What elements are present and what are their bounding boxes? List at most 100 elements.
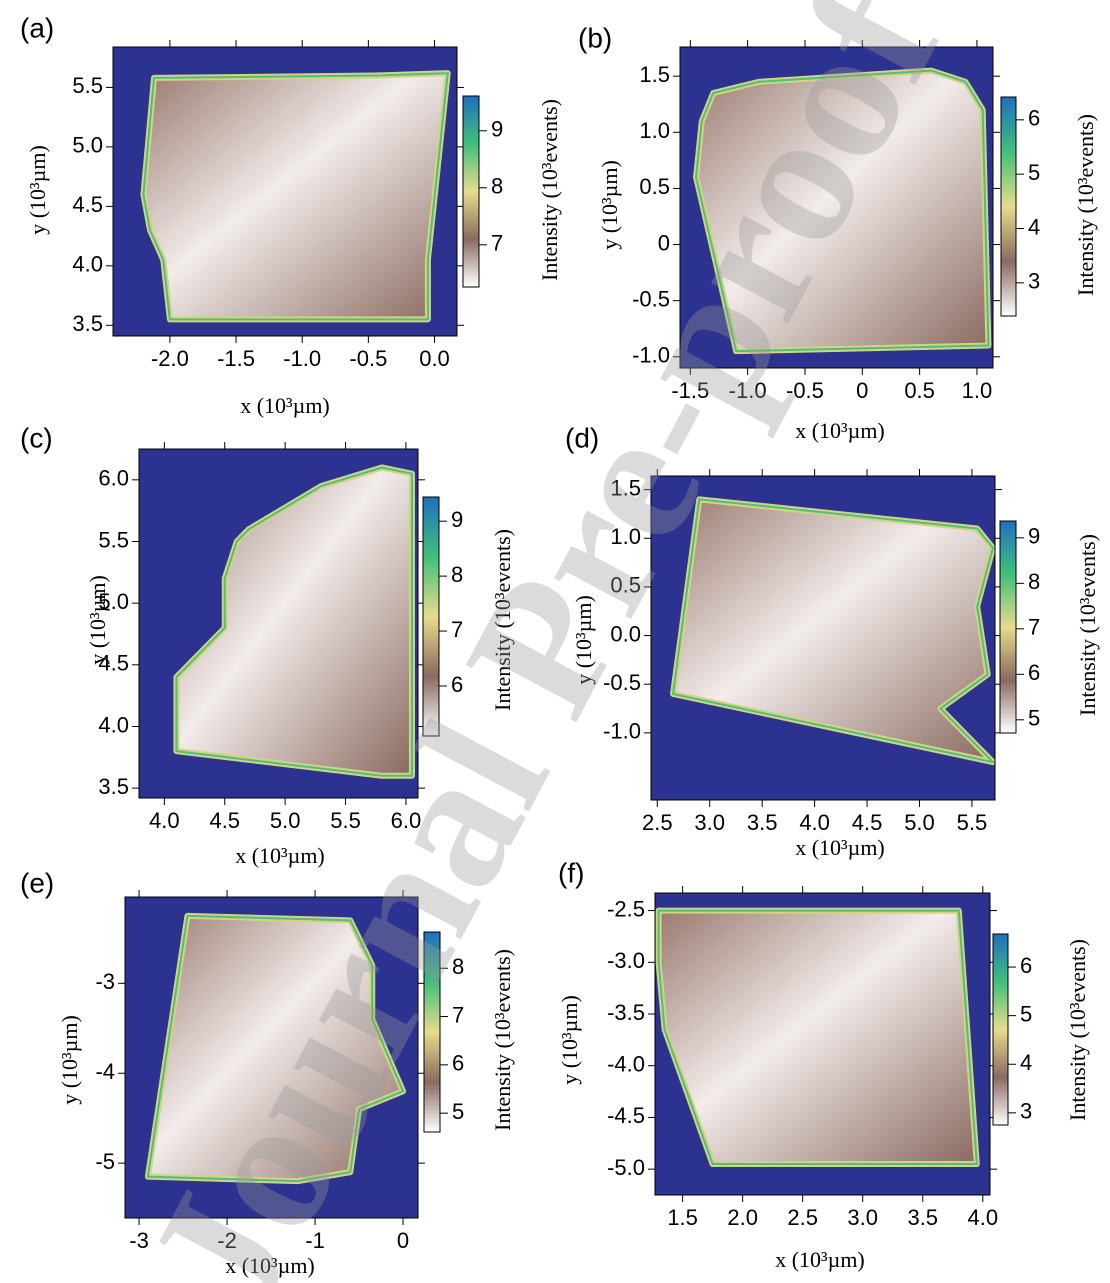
panel-label: (d) [565,422,599,453]
y-tick-label: -5 [95,1149,115,1174]
colorbar [1000,96,1017,317]
y-tick-label: 5.5 [72,73,103,98]
plot-frame [650,475,996,801]
x-tick-label: -1.5 [671,378,709,403]
colorbar [999,520,1017,734]
plot-frame [138,448,419,799]
y-tick-label: 0 [658,230,670,255]
y-tick-label: 4.0 [72,252,103,277]
colorbar-tick-label: 4 [1028,214,1040,239]
colorbar-tick-label: 5 [1020,1001,1032,1026]
colorbar-label: Intensity (10³events) [1075,534,1100,716]
x-axis-label: x (10³µm) [795,418,885,443]
colorbar-tick-label: 9 [451,507,463,532]
colorbar-tick-label: 4 [1020,1050,1032,1075]
x-tick-label: 4.5 [852,810,883,835]
colorbar-tick-label: 6 [451,672,463,697]
x-tick-label: 5.0 [904,810,935,835]
y-tick-label: -3.0 [607,948,645,973]
y-tick-label: 6.0 [98,466,129,491]
x-axis-label: x (10³µm) [775,1247,865,1272]
y-tick-label: 3.5 [98,774,129,799]
colorbar [462,95,480,288]
colorbar-tick-label: 3 [1020,1099,1032,1124]
x-tick-label: 2.5 [642,810,673,835]
x-tick-label: 6.0 [391,808,422,833]
x-tick-label: 5.5 [330,808,361,833]
colorbar [423,931,441,1133]
x-tick-label: 4.0 [967,1205,998,1230]
y-tick-label: -0.5 [603,670,641,695]
colorbar-tick-label: 7 [452,1002,464,1027]
colorbar-tick-label: 7 [491,231,503,256]
y-tick-label: -0.5 [632,286,670,311]
x-tick-label: -1.0 [729,378,767,403]
colorbar-tick-label: 3 [1028,269,1040,294]
y-tick-label: -1.0 [632,343,670,368]
x-tick-label: 4.0 [799,810,830,835]
sample-edge [146,914,405,1183]
x-tick-label: 0 [397,1228,409,1253]
colorbar-tick-label: 5 [452,1099,464,1124]
y-tick-label: 3.5 [72,311,103,336]
y-axis-label: y (10³µm) [57,1015,82,1105]
y-tick-label: -4.5 [607,1103,645,1128]
colorbar-label: Intensity (10³events) [1073,114,1098,296]
y-tick-label: 5.5 [98,527,129,552]
x-tick-label: -0.5 [786,378,824,403]
colorbar-label: Intensity (10³events) [537,99,562,281]
x-tick-label: 2.0 [727,1205,758,1230]
colorbar-tick-label: 8 [1028,569,1040,594]
colorbar-tick-label: 5 [1028,160,1040,185]
x-tick-label: 2.5 [787,1205,818,1230]
x-tick-label: 5.0 [270,808,301,833]
x-axis-label: x (10³µm) [795,835,885,860]
panel-label: (e) [20,867,54,898]
plot-frame [654,892,991,1196]
x-tick-label: 0.5 [904,378,935,403]
y-tick-label: 1.5 [639,62,670,87]
x-axis-label: x (10³µm) [225,1253,315,1278]
x-tick-label: 0 [856,378,868,403]
colorbar-tick-label: 8 [452,954,464,979]
y-tick-label: -5.0 [607,1155,645,1180]
colorbar-tick-label: 9 [1028,524,1040,549]
panel-label: (c) [20,422,53,453]
x-axis-label: x (10³µm) [240,393,330,418]
colorbar-tick-label: 9 [491,117,503,142]
colorbar-tick-label: 6 [1028,660,1040,685]
colorbar-tick-label: 7 [1028,615,1040,640]
panel-label: (a) [20,12,54,43]
x-tick-label: 4.5 [209,808,240,833]
x-tick-label: 3.5 [907,1205,938,1230]
colorbar-tick-label: 6 [452,1051,464,1076]
x-tick-label: 4.0 [149,808,180,833]
y-tick-label: 1.0 [639,118,670,143]
colorbar [992,933,1009,1126]
y-axis-label: y (10³µm) [571,595,596,685]
plot-frame [679,46,994,369]
y-tick-label: 1.5 [610,475,641,500]
x-tick-label: -3 [129,1228,149,1253]
y-tick-label: 0.0 [610,621,641,646]
panel-label: (f) [558,857,584,888]
sample-edge [695,69,990,353]
x-tick-label: 0.0 [419,346,450,371]
panel-label: (b) [578,22,612,53]
y-tick-label: -4.0 [607,1052,645,1077]
y-axis-label: y (10³µm) [557,995,582,1085]
colorbar-tick-label: 5 [1028,706,1040,731]
colorbar-tick-label: 7 [451,617,463,642]
x-tick-label: 1.5 [667,1205,698,1230]
x-tick-label: 5.5 [957,810,988,835]
y-axis-label: y (10³µm) [25,145,50,235]
y-tick-label: -3.5 [607,1000,645,1025]
sample-edge [142,72,449,321]
x-tick-label: 3.0 [694,810,725,835]
x-tick-label: -1.5 [217,346,255,371]
x-tick-label: -1 [305,1228,325,1253]
x-tick-label: 3.5 [747,810,778,835]
sample-edge [671,498,996,764]
y-tick-label: 1.0 [610,524,641,549]
